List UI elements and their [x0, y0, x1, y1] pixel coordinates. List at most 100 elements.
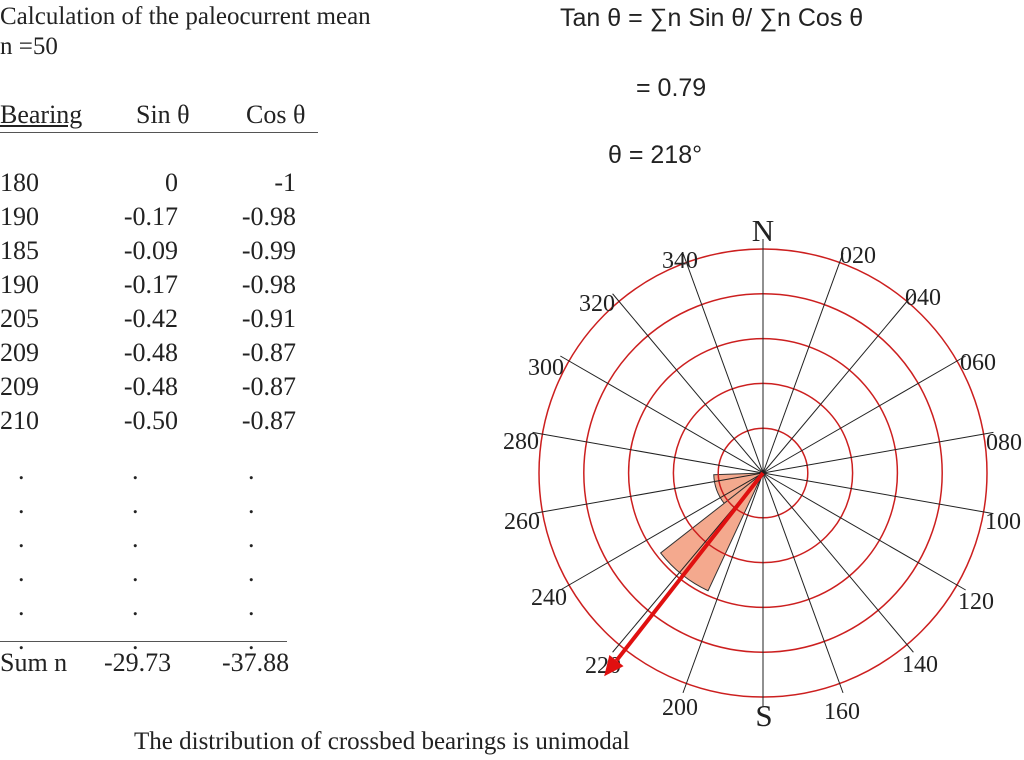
table-row: 210 -0.50 -0.87 — [0, 406, 320, 440]
rose-spoke — [532, 431, 764, 474]
sum-cos: -37.88 — [222, 648, 290, 677]
ellipsis-dot: . — [132, 524, 139, 553]
sample-count: n =50 — [0, 33, 58, 60]
cell-sin: -0.17 — [123, 270, 178, 299]
table-row: 190 -0.17 -0.98 — [0, 270, 320, 304]
cell-bearing: 185 — [0, 236, 39, 265]
cell-sin: -0.17 — [123, 202, 178, 231]
rose-spoke — [762, 355, 966, 474]
rose-spoke — [762, 293, 914, 474]
cell-sin: -0.48 — [123, 338, 178, 367]
table-title: Calculation of the paleocurrent mean — [0, 3, 371, 30]
rose-spoke — [682, 472, 764, 694]
south-label: S — [755, 698, 772, 733]
ellipsis-dot: . — [132, 490, 139, 519]
ellipsis-dot: . — [18, 592, 25, 621]
table-row: 209 -0.48 -0.87 — [0, 372, 320, 406]
ellipsis-dot: . — [132, 592, 139, 621]
cell-bearing: 205 — [0, 304, 39, 333]
ellipsis-dot: . — [132, 626, 139, 655]
cell-cos: -0.87 — [241, 372, 296, 401]
table-row: 185 -0.09 -0.99 — [0, 236, 320, 270]
rose-spoke — [682, 252, 764, 474]
sum-divider — [0, 641, 287, 642]
rose-spoke — [560, 472, 764, 591]
cell-cos: -0.98 — [241, 270, 296, 299]
ellipsis-dot: . — [248, 490, 255, 519]
tick-label-320: 320 — [579, 291, 615, 317]
tick-label-240: 240 — [531, 585, 567, 611]
header-sin: Sin θ — [136, 100, 190, 129]
rose-spoke — [762, 472, 844, 694]
cell-cos: -0.87 — [241, 338, 296, 367]
tick-label-020: 020 — [840, 243, 876, 269]
cell-bearing: 190 — [0, 202, 39, 231]
caption: The distribution of crossbed bearings is… — [134, 728, 630, 755]
ellipsis-dot: . — [18, 626, 25, 655]
cell-sin: -0.50 — [123, 406, 178, 435]
cell-cos: -1 — [274, 168, 296, 197]
ellipsis-dot: . — [248, 592, 255, 621]
header-bearing: Bearing — [0, 100, 83, 129]
table-row: 180 0 -1 — [0, 168, 320, 202]
rose-spoke — [560, 355, 764, 474]
mean-vector-arrowhead — [604, 655, 624, 677]
table-ellipsis: .................. — [0, 456, 320, 660]
rose-spoke — [762, 252, 844, 474]
tick-label-300: 300 — [528, 355, 564, 381]
sum-label: Sum n — [0, 648, 68, 677]
tick-label-060: 060 — [960, 350, 996, 376]
table-row: 209 -0.48 -0.87 — [0, 338, 320, 372]
ellipsis-dot: . — [18, 558, 25, 587]
rose-spoke — [612, 293, 764, 474]
ellipsis-dot: . — [132, 456, 139, 485]
cell-bearing: 190 — [0, 270, 39, 299]
table-row: 190 -0.17 -0.98 — [0, 202, 320, 236]
ellipsis-row: ... — [0, 558, 320, 592]
cell-cos: -0.87 — [241, 406, 296, 435]
cell-sin: -0.42 — [123, 304, 178, 333]
formula-tan: Tan θ = ∑n Sin θ/ ∑n Cos θ — [560, 4, 864, 32]
header-cos: Cos θ — [246, 100, 306, 129]
ellipsis-dot: . — [248, 558, 255, 587]
sum-sin: -29.73 — [104, 648, 172, 677]
cell-cos: -0.99 — [241, 236, 296, 265]
rose-spoke — [762, 472, 994, 515]
ellipsis-dot: . — [18, 490, 25, 519]
tick-label-120: 120 — [958, 589, 994, 615]
tick-label-280: 280 — [503, 429, 539, 455]
cell-cos: -0.91 — [241, 304, 296, 333]
ellipsis-dot: . — [248, 456, 255, 485]
ellipsis-row: ... — [0, 524, 320, 558]
north-label: N — [752, 213, 774, 248]
tick-label-160: 160 — [824, 699, 860, 725]
cell-bearing: 209 — [0, 372, 39, 401]
mean-vector-line — [614, 471, 765, 662]
ellipsis-row: ... — [0, 626, 320, 660]
cell-sin: 0 — [165, 168, 178, 197]
ellipsis-dot: . — [18, 456, 25, 485]
tick-label-100: 100 — [985, 509, 1021, 535]
formula-theta: θ = 218° — [608, 141, 703, 169]
ellipsis-dot: . — [132, 558, 139, 587]
table-body: 180 0 -1 190 -0.17 -0.98 185 -0.09 -0.99 190 -0.17… — [0, 168, 320, 440]
rose-spoke — [532, 472, 764, 515]
tick-label-340: 340 — [662, 248, 698, 274]
rose-spoke — [762, 472, 914, 653]
ellipsis-dot: . — [18, 524, 25, 553]
cell-sin: -0.48 — [123, 372, 178, 401]
cell-sin: -0.09 — [123, 236, 178, 265]
cell-bearing: 210 — [0, 406, 39, 435]
ellipsis-row: ... — [0, 456, 320, 490]
tick-label-040: 040 — [905, 285, 941, 311]
table-row: 205 -0.42 -0.91 — [0, 304, 320, 338]
tick-label-260: 260 — [504, 509, 540, 535]
formula-value: = 0.79 — [636, 74, 707, 102]
sum-row: Sum n -29.73 -37.88 — [0, 648, 320, 682]
rose-spoke — [762, 431, 994, 474]
tick-label-200: 200 — [662, 695, 698, 721]
tick-label-140: 140 — [902, 652, 938, 678]
table-header: Bearing Sin θ Cos θ — [0, 100, 318, 133]
ellipsis-dot: . — [248, 524, 255, 553]
